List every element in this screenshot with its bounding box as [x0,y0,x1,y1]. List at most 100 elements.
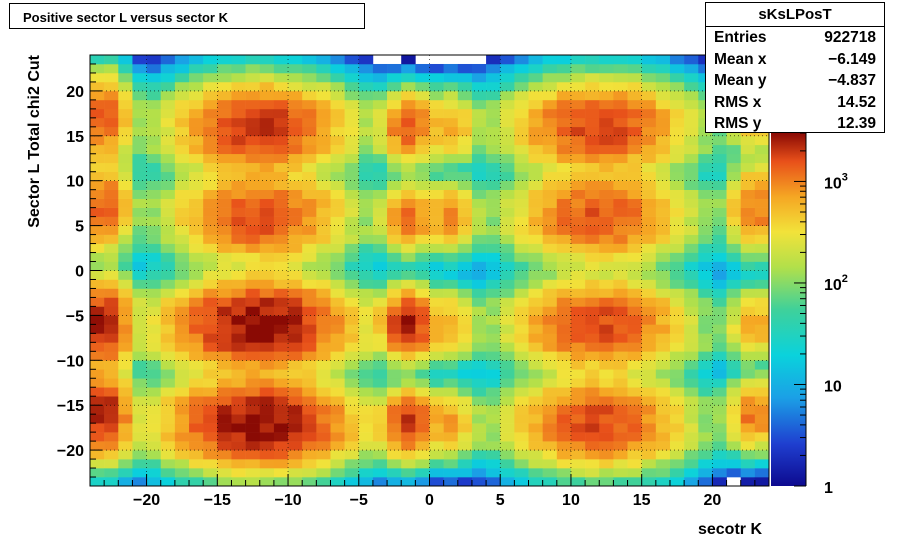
heatmap-cell [146,324,162,334]
heatmap-cell [570,423,586,433]
heatmap-cell [401,261,416,271]
heatmap-cell [613,351,628,361]
heatmap-cell [712,477,727,487]
heatmap-cell [330,360,345,370]
heatmap-cell [415,243,430,253]
heatmap-cell [655,117,671,128]
heatmap-cell [104,90,119,101]
heatmap-cell [189,198,204,208]
heatmap-cell [316,117,331,128]
heatmap-cell [726,459,742,469]
heatmap-cell [457,81,473,92]
heatmap-cell [514,342,529,352]
heatmap-cell [273,477,289,487]
heatmap-cell [344,342,360,352]
heatmap-cell [245,225,261,235]
heatmap-cell [415,405,430,415]
heatmap-cell [90,450,105,460]
heatmap-cell [358,414,374,424]
heatmap-cell [500,414,515,424]
heatmap-cell [599,378,614,388]
heatmap-cell [698,387,713,397]
heatmap-cell [245,90,261,101]
heatmap-cell [358,162,374,173]
heatmap-cell [443,135,459,146]
heatmap-cell [528,189,543,199]
heatmap-cell [627,270,642,280]
heatmap-cell [344,360,360,370]
heatmap-cell [599,63,614,74]
heatmap-cell [415,189,430,199]
heatmap-cell [189,270,204,280]
heatmap-cell [500,90,515,101]
heatmap-cell [684,369,699,379]
heatmap-cell [401,90,416,101]
heatmap-cell [203,414,218,424]
heatmap-cell [684,414,699,424]
heatmap-cell [288,207,303,217]
heatmap-cell [443,450,459,460]
heatmap-cell [613,117,628,128]
heatmap-cell [613,441,628,451]
heatmap-cell [415,72,430,83]
heatmap-cell [471,234,487,244]
heatmap-cell [754,243,770,253]
heatmap-cell [556,369,572,379]
heatmap-cell [528,90,543,101]
heatmap-cell [514,81,529,92]
heatmap-cell [146,108,162,119]
heatmap-cell [486,81,501,92]
heatmap-cell [401,477,416,487]
heatmap-cell [104,117,119,128]
heatmap-cell [358,315,374,325]
heatmap-cell [669,297,685,307]
heatmap-cell [500,432,515,442]
heatmap-cell [231,153,246,164]
heatmap-cell [570,117,586,128]
heatmap-cell [174,315,190,325]
heatmap-cell [486,315,501,325]
heatmap-cell [712,189,727,199]
heatmap-cell [669,432,685,442]
heatmap-cell [514,198,529,208]
heatmap-cell [627,55,642,65]
heatmap-cell [698,360,713,370]
heatmap-cell [288,315,303,325]
heatmap-cell [387,288,402,298]
heatmap-cell [372,405,388,415]
heatmap-cell [754,432,770,442]
heatmap-cell [415,99,430,110]
heatmap-cell [585,306,600,316]
heatmap-cell [627,135,642,146]
heatmap-cell [740,342,756,352]
heatmap-cell [146,279,162,289]
heatmap-cell [118,270,133,280]
heatmap-cell [486,72,501,83]
heatmap-cell [288,225,303,235]
heatmap-cell [684,108,699,119]
heatmap-cell [669,342,685,352]
heatmap-cell [556,144,572,155]
heatmap-cell [556,162,572,173]
heatmap-cell [344,378,360,388]
heatmap-cell [160,450,176,460]
heatmap-cell [217,477,232,487]
heatmap-cell [189,450,204,460]
heatmap-cell [655,180,671,190]
heatmap-cell [104,405,119,415]
heatmap-cell [358,225,374,235]
heatmap-cell [372,378,388,388]
heatmap-cell [429,396,444,406]
colorbar-label-exponent: 3 [842,171,848,183]
heatmap-cell [259,315,275,325]
heatmap-cell [104,180,119,190]
heatmap-cell [613,450,628,460]
heatmap-cell [358,477,374,487]
heatmap-cell [90,441,105,451]
heatmap-cell [259,369,275,379]
heatmap-cell [259,234,275,244]
heatmap-cell [259,351,275,361]
heatmap-cell [528,63,543,74]
heatmap-cell [259,288,275,298]
heatmap-cell [486,243,501,253]
